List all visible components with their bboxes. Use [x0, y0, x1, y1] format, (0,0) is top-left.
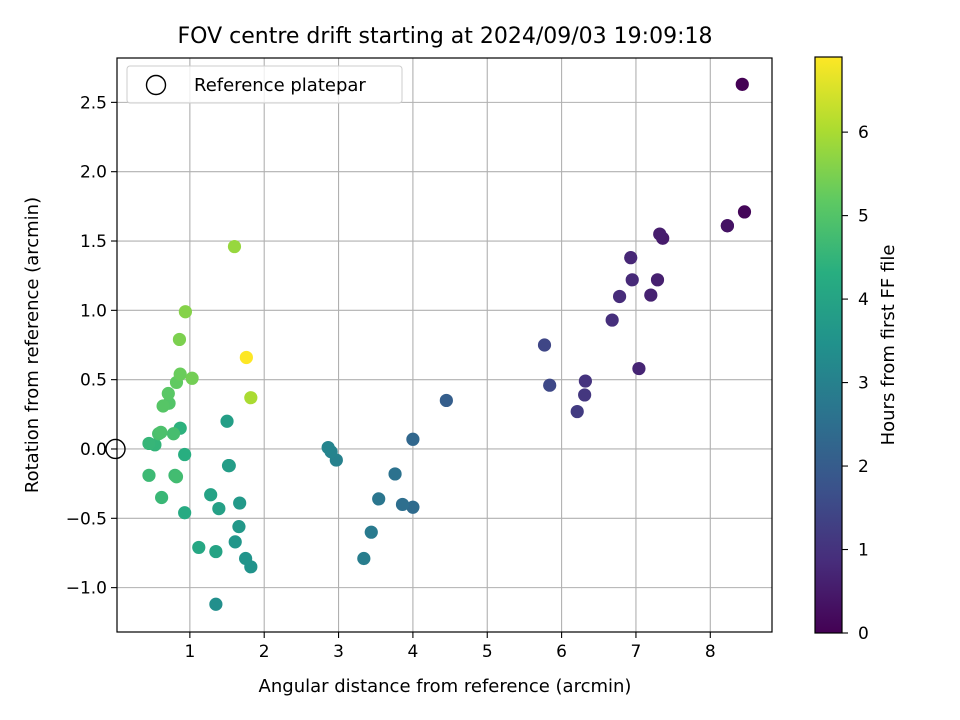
data-point — [406, 500, 420, 514]
y-axis-label: Rotation from reference (arcmin) — [22, 197, 43, 493]
y-tick-label: 0.5 — [80, 371, 107, 391]
legend-box — [126, 65, 403, 104]
y-axis: −1.0 −0.5 0.0 0.5 1.0 1.5 2.0 2.5 — [66, 93, 117, 599]
x-tick-label: 7 — [631, 642, 642, 662]
data-point — [178, 506, 192, 520]
data-point — [156, 399, 170, 413]
colorbar-tick-label: 6 — [858, 123, 869, 143]
data-point — [612, 289, 627, 304]
data-point — [543, 378, 557, 392]
y-tick-label: 1.0 — [80, 301, 107, 321]
data-point — [357, 551, 371, 566]
colorbar-tick-label: 5 — [858, 207, 869, 227]
data-point — [737, 205, 752, 219]
data-point — [221, 459, 236, 473]
colorbar-tick-label: 3 — [858, 374, 869, 394]
colorbar-tick-label: 4 — [858, 290, 869, 310]
legend-reference-marker — [145, 74, 167, 96]
y-tick-label: 2.5 — [80, 93, 107, 113]
data-point — [578, 374, 592, 388]
data-point — [239, 350, 253, 365]
data-point — [209, 544, 223, 559]
data-point — [232, 520, 246, 534]
data-point — [228, 535, 242, 549]
data-point — [172, 332, 187, 347]
data-point — [570, 404, 584, 419]
data-point — [624, 251, 638, 265]
data-point — [439, 393, 453, 408]
data-point — [625, 273, 639, 287]
y-tick-label: 0.0 — [80, 440, 107, 460]
data-point — [142, 468, 156, 482]
data-point — [173, 367, 187, 381]
data-point — [244, 391, 258, 405]
data-point — [406, 432, 420, 446]
data-point — [155, 490, 169, 505]
data-point — [166, 427, 181, 441]
data-point — [364, 525, 378, 539]
data-point — [321, 440, 335, 455]
data-point — [178, 305, 192, 319]
colorbar: 0 1 2 3 4 5 6 Hours from first FF file — [814, 56, 899, 644]
chart-title: FOV centre drift starting at 2024/09/03 … — [178, 24, 713, 49]
colorbar-tick-label: 1 — [858, 541, 869, 561]
data-point — [209, 597, 223, 611]
x-tick-label: 1 — [184, 642, 195, 662]
y-tick-label: −1.0 — [66, 579, 107, 599]
x-axis: 1 2 3 4 5 6 7 8 — [184, 632, 716, 662]
data-point — [644, 288, 658, 302]
data-point — [204, 488, 218, 502]
data-point — [578, 388, 592, 402]
data-point — [395, 497, 410, 512]
data-point — [632, 361, 646, 376]
y-tick-label: 1.5 — [80, 232, 107, 252]
x-tick-label: 6 — [556, 642, 567, 662]
data-point — [372, 492, 386, 506]
colorbar-tick-label: 2 — [858, 457, 869, 477]
data-points — [142, 77, 752, 611]
data-point — [220, 414, 234, 428]
reference-marker — [105, 438, 126, 460]
data-point — [161, 386, 175, 401]
reference-marker-group — [105, 438, 126, 460]
x-tick-label: 8 — [705, 642, 716, 662]
legend: Reference platepar — [126, 65, 403, 104]
data-point — [735, 77, 749, 91]
data-point — [653, 227, 667, 241]
y-tick-label: 2.0 — [80, 163, 107, 183]
data-point — [239, 551, 253, 566]
data-point — [142, 436, 156, 451]
colorbar-label: Hours from first FF file — [878, 245, 899, 446]
data-point — [388, 467, 402, 481]
colorbar-tick-label: 0 — [858, 624, 869, 644]
x-tick-label: 2 — [259, 642, 270, 662]
data-point — [605, 313, 619, 327]
data-point — [233, 496, 247, 510]
data-point — [169, 470, 184, 484]
data-point — [154, 425, 168, 439]
y-tick-label: −0.5 — [66, 509, 107, 529]
colorbar-ticks: 0 1 2 3 4 5 6 — [842, 123, 869, 644]
plot-frame — [116, 57, 773, 633]
legend-entry-reference: Reference platepar — [194, 75, 366, 96]
colorbar-gradient — [814, 56, 843, 634]
data-point — [185, 371, 199, 385]
x-tick-label: 4 — [407, 642, 418, 662]
x-axis-label: Angular distance from reference (arcmin) — [259, 676, 632, 697]
data-point — [720, 219, 734, 233]
x-tick-label: 3 — [333, 642, 344, 662]
data-point — [212, 502, 226, 516]
data-point — [650, 273, 665, 287]
data-point — [192, 540, 206, 555]
data-point — [227, 239, 242, 254]
data-point — [178, 447, 192, 462]
data-point — [537, 338, 552, 352]
x-tick-label: 5 — [482, 642, 493, 662]
